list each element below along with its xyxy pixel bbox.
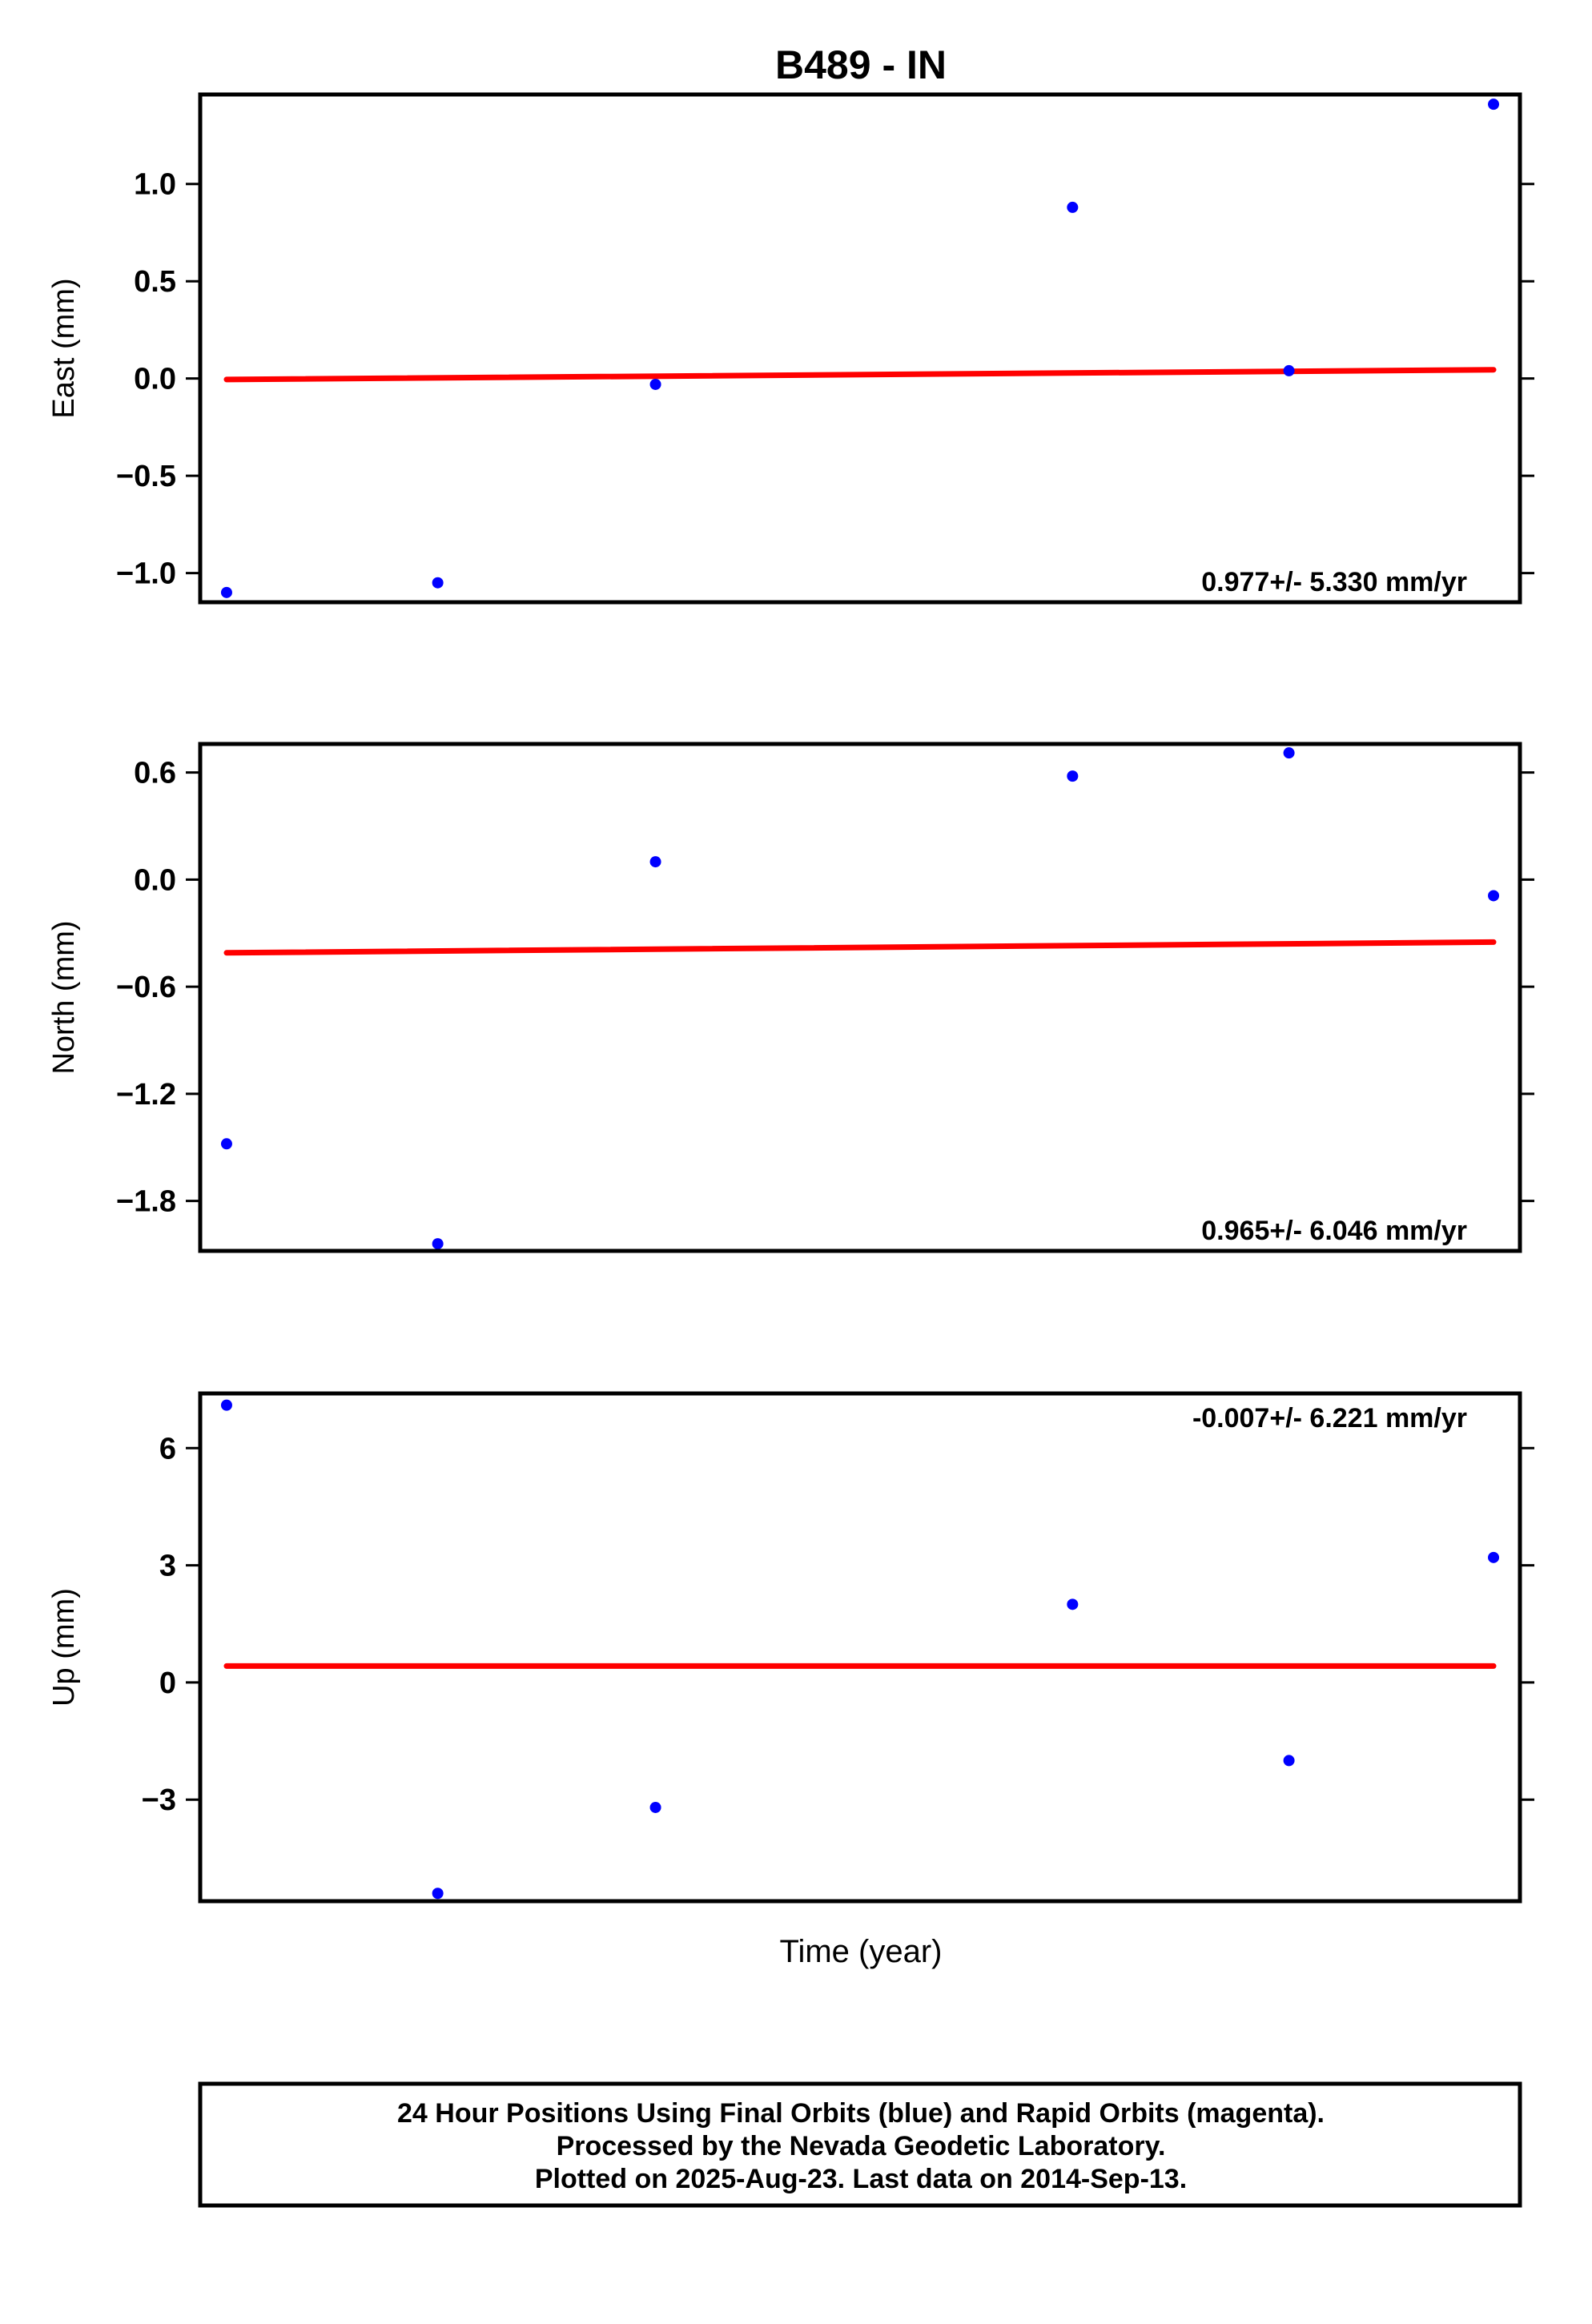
east-rate-label: 0.977+/- 5.330 mm/yr: [1201, 567, 1467, 597]
up-data-point: [1283, 1755, 1295, 1767]
up-data-point: [432, 1888, 444, 1900]
panels-group: 1.0 0.5 0.0 −0.5 −1.0 East (mm) 0.977+/- 5.330…: [47, 92, 1534, 1904]
east-y-tick-label: −0.5: [116, 460, 176, 493]
north-panel: 0.6 0.0 −0.6 −1.2 −1.8 North (mm) 0.965+/- 6.0…: [47, 742, 1534, 1253]
up-y-tick-label: 3: [159, 1550, 176, 1583]
east-data-point: [1283, 364, 1295, 376]
east-y-axis-label: East (mm): [47, 278, 81, 418]
chart-title: B489 - IN: [775, 42, 947, 87]
up-data-point: [649, 1801, 661, 1813]
footer-line-3: Plotted on 2025-Aug-23. Last data on 201…: [535, 2164, 1187, 2194]
north-y-tick-label: 0.6: [134, 757, 176, 790]
up-y-axis-label: Up (mm): [47, 1588, 81, 1707]
footer-box: [198, 2081, 1522, 2208]
x-axis-label: Time (year): [780, 1934, 943, 1969]
north-data-point: [1488, 890, 1500, 902]
east-y-tick-label: 0.0: [134, 363, 176, 396]
east-data-point: [1488, 99, 1500, 111]
up-plot-frame: [198, 1391, 1522, 1904]
up-y-tick-label: −3: [142, 1783, 176, 1817]
up-panel: 6 3 0 −3 Up (mm) -0.007+/- 6.221 mm/yr: [47, 1391, 1534, 1904]
north-trend-line: [223, 939, 1497, 956]
north-data-point: [432, 1238, 444, 1250]
north-y-tick-label: −1.8: [116, 1185, 176, 1219]
north-y-tick-label: −0.6: [116, 971, 176, 1004]
north-y-tick-label: −1.2: [116, 1078, 176, 1112]
north-rate-label: 0.965+/- 6.046 mm/yr: [1201, 1216, 1467, 1246]
north-data-point: [1283, 747, 1295, 759]
east-data-point: [1067, 201, 1079, 213]
north-y-tick-label: 0.0: [134, 863, 176, 897]
north-y-axis-label: North (mm): [47, 920, 81, 1074]
up-y-tick-label: 6: [159, 1432, 176, 1466]
east-y-tick-label: 0.5: [134, 265, 176, 299]
up-data-point: [1067, 1598, 1079, 1610]
east-data-point: [220, 586, 232, 598]
north-plot-frame: [198, 742, 1522, 1253]
north-data-point: [1067, 770, 1079, 782]
up-data-point: [1488, 1551, 1500, 1563]
east-trend-line: [223, 367, 1497, 383]
east-data-point: [649, 378, 661, 390]
east-y-tick-label: 1.0: [134, 168, 176, 202]
north-data-point: [220, 1138, 232, 1150]
east-plot-frame: [198, 92, 1522, 605]
up-rate-label: -0.007+/- 6.221 mm/yr: [1192, 1403, 1467, 1433]
east-y-tick-label: −1.0: [116, 557, 176, 591]
up-data-point: [220, 1399, 232, 1411]
footer-line-2: Processed by the Nevada Geodetic Laborat…: [557, 2131, 1166, 2161]
footer-line-1: 24 Hour Positions Using Final Orbits (bl…: [397, 2098, 1325, 2129]
up-y-tick-label: 0: [159, 1667, 176, 1700]
east-data-point: [432, 577, 444, 589]
north-data-point: [649, 856, 661, 868]
east-panel: 1.0 0.5 0.0 −0.5 −1.0 East (mm) 0.977+/- 5.330…: [47, 92, 1534, 605]
